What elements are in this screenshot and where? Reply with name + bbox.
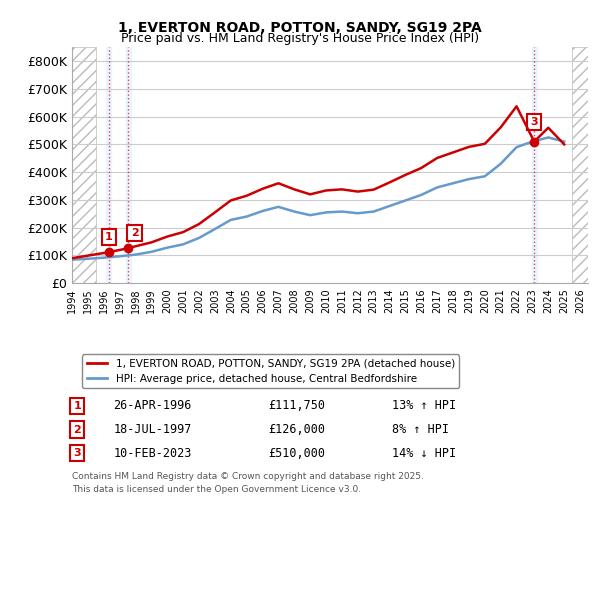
Text: Price paid vs. HM Land Registry's House Price Index (HPI): Price paid vs. HM Land Registry's House … <box>121 32 479 45</box>
Text: 18-JUL-1997: 18-JUL-1997 <box>113 423 191 436</box>
Text: £510,000: £510,000 <box>268 447 325 460</box>
Legend: 1, EVERTON ROAD, POTTON, SANDY, SG19 2PA (detached house), HPI: Average price, d: 1, EVERTON ROAD, POTTON, SANDY, SG19 2PA… <box>82 355 459 388</box>
Text: 1, EVERTON ROAD, POTTON, SANDY, SG19 2PA: 1, EVERTON ROAD, POTTON, SANDY, SG19 2PA <box>118 21 482 35</box>
Text: 2: 2 <box>131 228 139 238</box>
Bar <box>572 47 588 283</box>
Text: £111,750: £111,750 <box>268 399 325 412</box>
Text: £126,000: £126,000 <box>268 423 325 436</box>
Text: 13% ↑ HPI: 13% ↑ HPI <box>392 399 456 412</box>
Bar <box>106 47 111 283</box>
Text: 14% ↓ HPI: 14% ↓ HPI <box>392 447 456 460</box>
Text: 1: 1 <box>105 232 113 242</box>
Text: 26-APR-1996: 26-APR-1996 <box>113 399 191 412</box>
Text: 8% ↑ HPI: 8% ↑ HPI <box>392 423 449 436</box>
Text: 3: 3 <box>73 448 81 458</box>
Text: 2: 2 <box>73 425 81 434</box>
Bar <box>72 47 96 283</box>
Text: 10-FEB-2023: 10-FEB-2023 <box>113 447 191 460</box>
Bar <box>126 47 131 283</box>
Bar <box>532 47 536 283</box>
Text: 1: 1 <box>73 401 81 411</box>
Text: Contains HM Land Registry data © Crown copyright and database right 2025.
This d: Contains HM Land Registry data © Crown c… <box>72 472 424 493</box>
Text: 3: 3 <box>530 117 538 127</box>
